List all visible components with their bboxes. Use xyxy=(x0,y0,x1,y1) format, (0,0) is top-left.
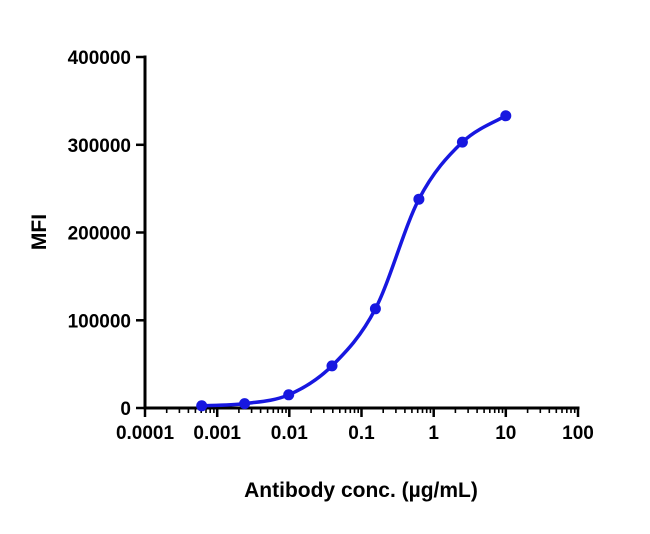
data-point xyxy=(239,398,251,410)
x-tick-label: 0.01 xyxy=(271,423,308,444)
data-point xyxy=(413,193,425,205)
x-tick-label: 0.001 xyxy=(193,423,241,444)
y-tick-label: 200000 xyxy=(68,224,131,245)
y-tick-label: 0 xyxy=(120,399,131,420)
data-point xyxy=(196,400,208,412)
x-tick-label: 0.0001 xyxy=(116,423,175,444)
x-tick-label: 100 xyxy=(562,423,594,444)
y-tick-label: 300000 xyxy=(68,136,131,157)
data-point xyxy=(456,136,468,148)
x-tick-label: 1 xyxy=(428,423,439,444)
data-point xyxy=(500,110,512,122)
x-tick-label: 10 xyxy=(495,423,516,444)
x-axis-title: Antibody conc. (µg/mL) xyxy=(244,479,478,502)
data-point xyxy=(369,303,381,315)
data-point xyxy=(326,360,338,372)
x-tick-label: 0.1 xyxy=(348,423,375,444)
fit-curve xyxy=(199,114,508,408)
y-tick-label: 100000 xyxy=(68,311,131,332)
data-point xyxy=(283,389,295,401)
y-axis-title: MFI xyxy=(28,213,51,251)
y-tick-label: 400000 xyxy=(68,48,131,69)
